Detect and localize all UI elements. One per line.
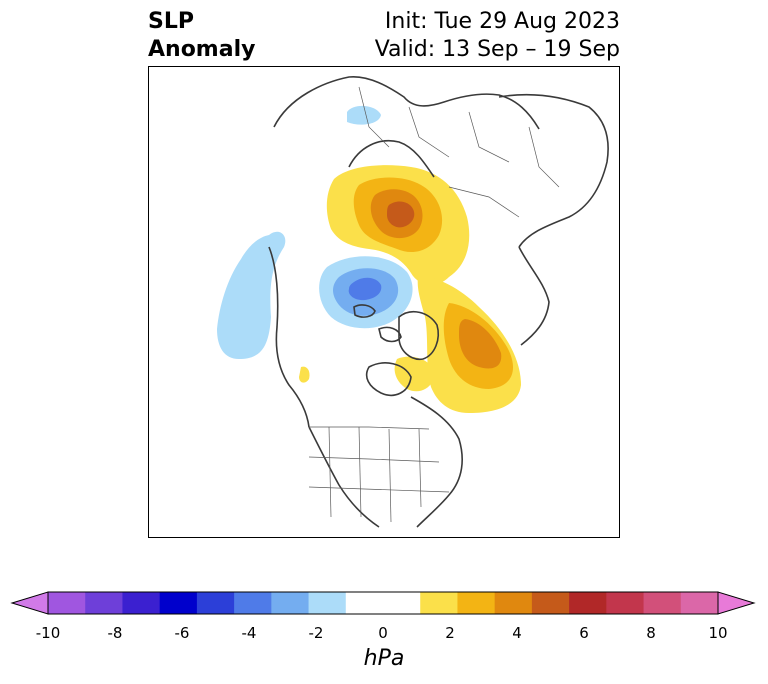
- title-line-1: SLP: [148, 9, 194, 34]
- colorbar-unit-label: hPa: [363, 646, 405, 671]
- colorbar-cell: [420, 592, 458, 614]
- valid-range: Valid: 13 Sep – 19 Sep: [374, 37, 620, 62]
- colorbar-cell: [85, 592, 123, 614]
- map-dates: Init: Tue 29 Aug 2023 Valid: 13 Sep – 19…: [375, 8, 620, 64]
- anomaly-pos-eurasia-core: [387, 201, 415, 228]
- colorbar-cell: [345, 592, 384, 614]
- init-date: Init: Tue 29 Aug 2023: [384, 9, 620, 34]
- colorbar-cell: [531, 592, 570, 614]
- colorbar-cell: [494, 592, 533, 614]
- colorbar-cell: [606, 592, 645, 614]
- title-line-2: Anomaly: [148, 37, 256, 62]
- colorbar-cell: [569, 592, 607, 614]
- colorbar-cell: [271, 592, 310, 614]
- colorbar-outline: [47, 591, 719, 615]
- colorbar: [10, 591, 756, 615]
- colorbar-tick-label: 8: [646, 624, 656, 642]
- colorbar-tick-label: 4: [512, 624, 522, 642]
- anomaly-neg-arctic-core: [348, 277, 382, 301]
- colorbar-cell: [48, 592, 86, 614]
- colorbar-tick-label: 10: [708, 624, 728, 642]
- colorbar-cell: [196, 592, 235, 614]
- colorbar-extend-max: [717, 591, 756, 615]
- political-boundaries: [308, 86, 560, 523]
- anomaly-neg-pacific: [217, 231, 286, 359]
- anomaly-pos-hudson: [394, 356, 435, 392]
- colorbar-cell: [308, 592, 347, 614]
- colorbar-cell: [122, 592, 161, 614]
- map-title: SLP Anomaly: [148, 8, 255, 64]
- colorbar-tick-label: -10: [35, 624, 61, 642]
- slp-anomaly-map: [217, 76, 609, 528]
- colorbar-tick-label: -8: [107, 624, 123, 642]
- colorbar-cell: [159, 592, 198, 614]
- anomaly-neg-top: [347, 105, 381, 125]
- colorbar-tick-label: -4: [241, 624, 257, 642]
- colorbar-tick-label: 0: [378, 624, 388, 642]
- colorbar-ticks: -10 -8 -6 -4 -2 0 2 4 6 8 10: [0, 624, 768, 644]
- anomaly-pos-atlantic-core: [459, 319, 502, 369]
- colorbar-tick-label: -2: [308, 624, 324, 642]
- colorbar-tick-label: -6: [174, 624, 190, 642]
- anomaly-pos-pacific-small: [299, 366, 310, 383]
- colorbar-cell: [234, 592, 272, 614]
- colorbar-cell: [383, 592, 421, 614]
- colorbar-cell: [680, 592, 719, 614]
- colorbar-tick-label: 6: [579, 624, 589, 642]
- colorbar-extend-min: [10, 591, 49, 615]
- coastlines: [268, 76, 609, 528]
- colorbar-cell: [457, 592, 496, 614]
- colorbar-tick-label: 2: [445, 624, 455, 642]
- map-panel: [148, 66, 620, 538]
- colorbar-cell: [643, 592, 682, 614]
